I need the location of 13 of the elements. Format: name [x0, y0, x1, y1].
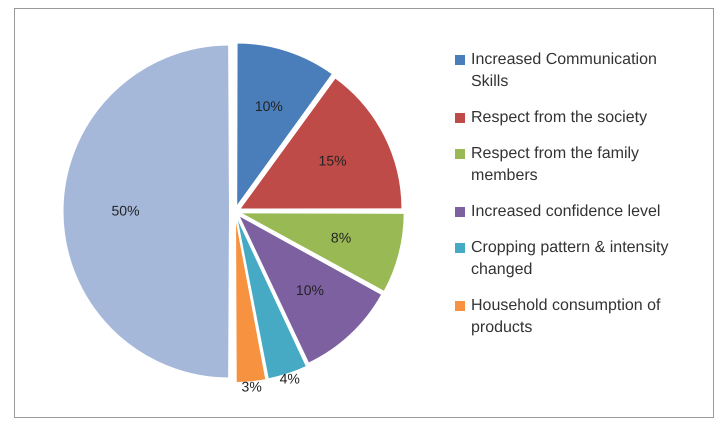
legend-label: Household consumption of products — [471, 296, 662, 338]
data-label: 10% — [296, 282, 324, 298]
legend-label: Increased confidence level — [471, 202, 660, 222]
data-label: 3% — [242, 378, 262, 395]
data-label: 4% — [280, 370, 300, 387]
legend-label: Respect from the society — [471, 108, 648, 128]
data-label: 15% — [318, 152, 347, 169]
legend-label: Respect from the family members — [471, 144, 640, 186]
legend-label: Cropping pattern & intensity changed — [471, 238, 670, 280]
data-label: 50% — [112, 202, 140, 218]
legend-label: Increased Communication Skills — [471, 50, 658, 92]
data-label: 10% — [254, 98, 283, 114]
data-label: 8% — [330, 230, 352, 246]
